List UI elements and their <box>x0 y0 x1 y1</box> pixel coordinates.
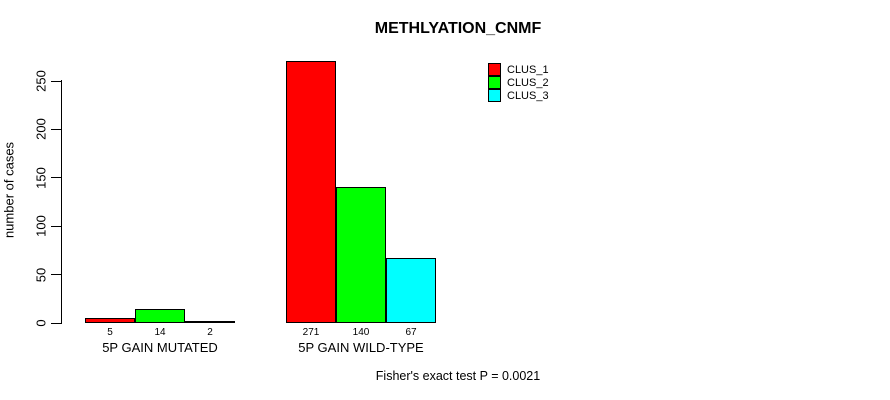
bar-value-label: 14 <box>154 327 166 338</box>
legend: CLUS_1 CLUS_2 CLUS_3 <box>488 63 549 102</box>
y-tick-mark <box>51 177 62 179</box>
bar-value-label: 5 <box>107 327 113 338</box>
bar-value-label: 140 <box>352 327 370 338</box>
legend-label: CLUS_2 <box>507 76 549 89</box>
y-tick-mark <box>51 225 62 227</box>
y-tick-label: 100 <box>33 215 49 238</box>
y-tick-mark <box>51 80 62 82</box>
annotation-fisher-test: Fisher's exact test P = 0.0021 <box>375 369 541 383</box>
bar-clus-2-5p-gain-mutated <box>135 309 185 323</box>
legend-swatch-clus-1 <box>488 63 501 76</box>
bar-value-label: 271 <box>302 327 320 338</box>
y-axis-title: number of cases <box>1 141 17 239</box>
y-tick-mark <box>51 322 62 324</box>
category-label-5p-gain-mutated: 5P GAIN MUTATED <box>102 340 218 355</box>
bar-clus-2-5p-gain-wild-type <box>336 187 386 323</box>
category-label-5p-gain-wild-type: 5P GAIN WILD-TYPE <box>298 340 424 355</box>
bar-clus-3-5p-gain-mutated <box>185 321 235 323</box>
bar-clus-3-5p-gain-wild-type <box>386 258 436 323</box>
legend-item-clus-2: CLUS_2 <box>488 76 549 89</box>
y-tick-label: 250 <box>33 70 49 92</box>
y-tick-mark <box>51 128 62 130</box>
bar-clus-1-5p-gain-wild-type <box>286 61 336 323</box>
bar-value-label: 67 <box>405 327 417 338</box>
bar-clus-1-5p-gain-mutated <box>85 318 135 323</box>
bar-value-label: 2 <box>207 327 213 338</box>
legend-item-clus-1: CLUS_1 <box>488 63 549 76</box>
legend-swatch-clus-3 <box>488 89 501 102</box>
y-tick-label: 50 <box>33 267 49 282</box>
y-axis-line <box>61 80 62 323</box>
y-tick-label: 200 <box>33 118 49 141</box>
legend-item-clus-3: CLUS_3 <box>488 89 549 102</box>
legend-swatch-clus-2 <box>488 76 501 89</box>
legend-label: CLUS_3 <box>507 89 549 102</box>
y-tick-label: 0 <box>33 319 49 327</box>
y-tick-label: 150 <box>33 166 49 189</box>
chart-title: METHLYATION_CNMF <box>374 20 542 37</box>
legend-label: CLUS_1 <box>507 63 549 76</box>
y-tick-mark <box>51 274 62 276</box>
